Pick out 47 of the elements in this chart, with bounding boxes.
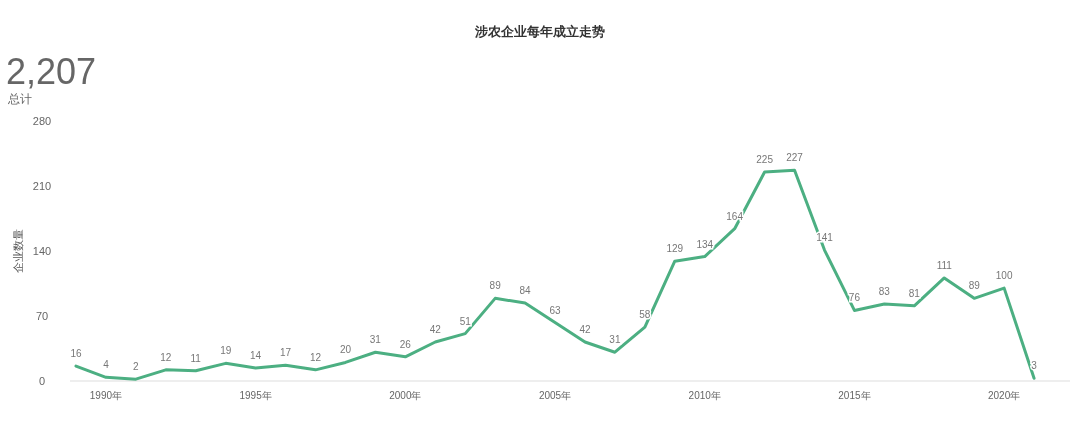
data-label: 129	[666, 243, 684, 255]
data-label: 19	[220, 345, 232, 357]
data-label: 31	[609, 334, 621, 346]
data-label: 42	[429, 324, 442, 335]
x-tick-label: 2015年	[838, 390, 871, 401]
data-label: 51	[459, 315, 472, 327]
data-label: 12	[309, 351, 322, 363]
data-label: 58	[639, 309, 651, 321]
data-label: 2	[133, 361, 140, 373]
x-tick-label: 2020年	[988, 390, 1021, 401]
data-label: 20	[339, 344, 352, 356]
y-tick-label: 70	[35, 310, 49, 322]
chart-title: 涉农企业每年成立走势	[474, 24, 605, 39]
data-label: 89	[489, 280, 502, 292]
data-label: 83	[878, 285, 891, 297]
data-label: 227	[786, 152, 804, 164]
data-label: 76	[848, 292, 861, 304]
y-tick-label: 140	[32, 245, 52, 257]
data-label: 89	[968, 280, 981, 292]
data-label: 4	[103, 359, 110, 371]
data-label: 16	[70, 348, 82, 360]
data-label: 100	[995, 270, 1013, 282]
data-label: 12	[160, 351, 172, 363]
x-tick-label: 2010年	[688, 390, 721, 401]
y-axis-title: 企业数量	[12, 229, 24, 273]
x-tick-label: 1990年	[89, 390, 123, 401]
x-tick-label: 2005年	[538, 390, 572, 401]
data-label: 111	[936, 259, 953, 271]
data-label: 31	[369, 334, 382, 346]
data-label: 26	[399, 338, 412, 350]
data-label: 17	[280, 347, 292, 359]
data-label: 63	[549, 304, 562, 316]
data-label: 3	[1031, 360, 1038, 372]
y-tick-label: 0	[38, 375, 46, 387]
x-tick-label: 2000年	[389, 390, 422, 401]
data-label: 225	[756, 154, 774, 166]
data-label: 134	[696, 238, 714, 250]
y-tick-label: 280	[32, 115, 52, 127]
data-label: 84	[519, 285, 532, 296]
text: 2,207	[6, 51, 97, 92]
data-label: 11	[190, 352, 202, 364]
y-tick-label: 210	[32, 180, 52, 192]
text: 总计	[7, 92, 32, 106]
data-label: 14	[250, 350, 262, 361]
data-label: 42	[579, 324, 591, 335]
data-label: 81	[908, 287, 921, 299]
x-tick-label: 1995年	[239, 390, 272, 401]
